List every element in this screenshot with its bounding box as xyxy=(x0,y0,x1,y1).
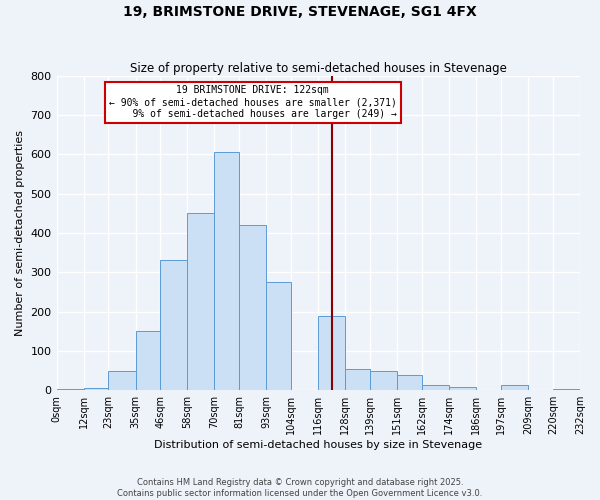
Bar xyxy=(397,376,422,390)
Text: Contains HM Land Registry data © Crown copyright and database right 2025.
Contai: Contains HM Land Registry data © Crown c… xyxy=(118,478,482,498)
Bar xyxy=(449,387,476,390)
X-axis label: Distribution of semi-detached houses by size in Stevenage: Distribution of semi-detached houses by … xyxy=(154,440,482,450)
Text: 19 BRIMSTONE DRIVE: 122sqm
← 90% of semi-detached houses are smaller (2,371)
   : 19 BRIMSTONE DRIVE: 122sqm ← 90% of semi… xyxy=(109,86,397,118)
Text: 19, BRIMSTONE DRIVE, STEVENAGE, SG1 4FX: 19, BRIMSTONE DRIVE, STEVENAGE, SG1 4FX xyxy=(123,5,477,19)
Bar xyxy=(239,225,266,390)
Bar xyxy=(501,386,528,390)
Bar xyxy=(266,282,291,390)
Bar xyxy=(553,389,580,390)
Y-axis label: Number of semi-detached properties: Number of semi-detached properties xyxy=(15,130,25,336)
Bar xyxy=(214,152,239,390)
Bar xyxy=(187,214,214,390)
Bar xyxy=(160,260,187,390)
Bar xyxy=(83,388,109,390)
Bar xyxy=(318,316,346,390)
Title: Size of property relative to semi-detached houses in Stevenage: Size of property relative to semi-detach… xyxy=(130,62,507,74)
Bar xyxy=(370,370,397,390)
Bar xyxy=(422,386,449,390)
Bar xyxy=(109,372,136,390)
Bar xyxy=(136,331,160,390)
Bar xyxy=(346,368,370,390)
